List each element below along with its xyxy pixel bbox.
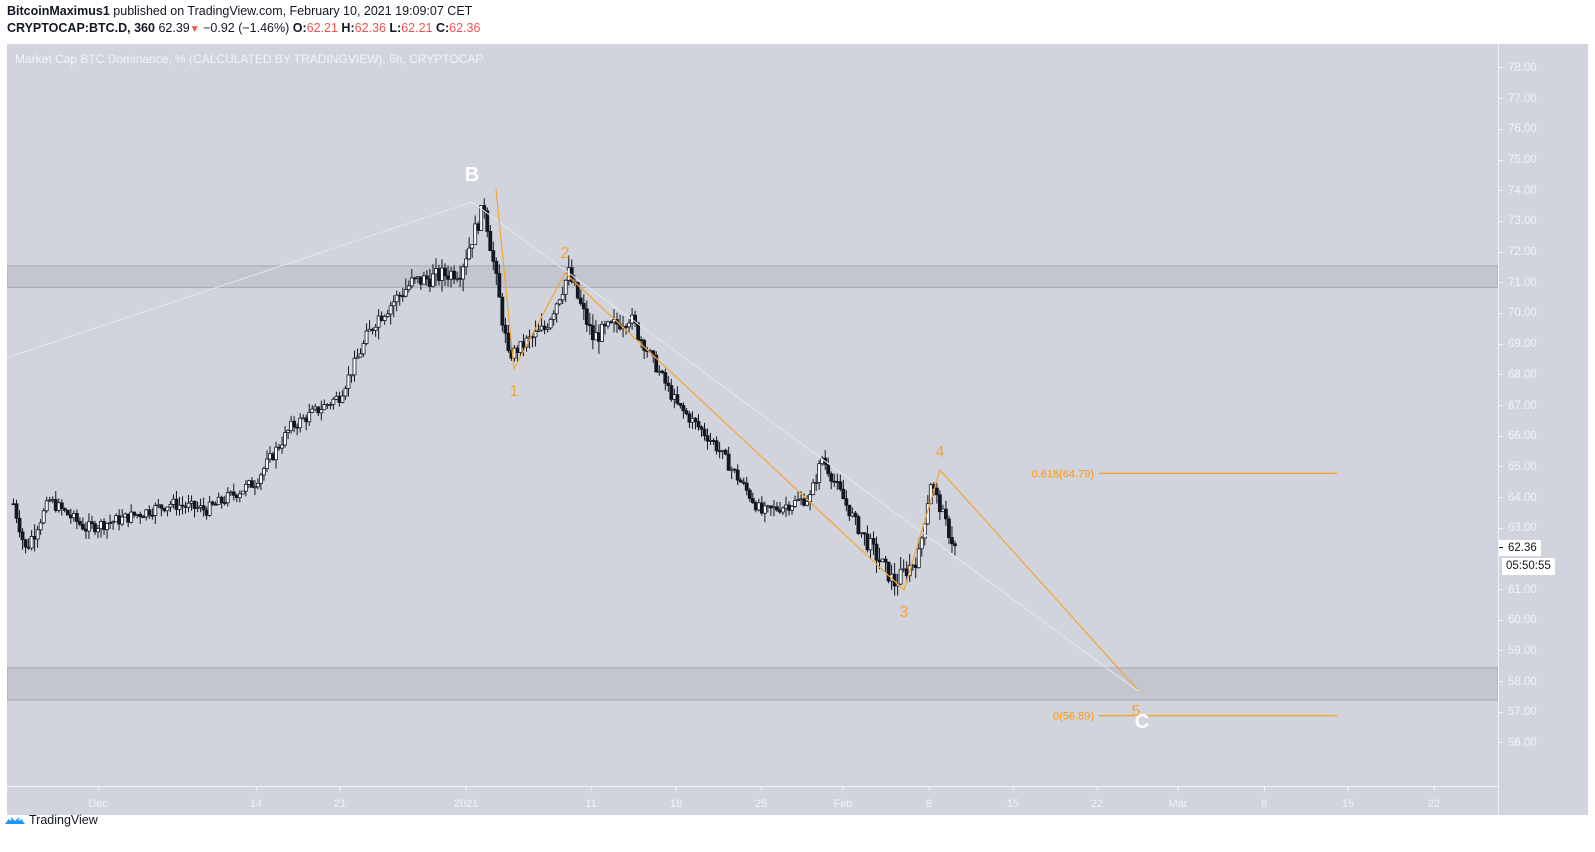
price-tick: 76.00	[1499, 122, 1537, 136]
price-tick: 61.00	[1499, 583, 1537, 597]
time-tick: 15	[1341, 787, 1355, 810]
time-tick: Feb	[833, 787, 853, 810]
open-value: 62.21	[306, 21, 338, 35]
price-tick: 74.00	[1499, 184, 1537, 198]
price-tick: 56.00	[1499, 736, 1537, 750]
time-tick: 11	[585, 787, 597, 810]
low-label: L:	[389, 21, 402, 35]
close-label: C:	[435, 21, 450, 35]
time-tick: 8	[925, 787, 933, 810]
time-tick: 22	[1090, 787, 1104, 810]
price-tick: 60.00	[1499, 613, 1537, 627]
fib-label: 0.618(64.79)	[1032, 468, 1094, 480]
price-tick: 72.00	[1499, 245, 1537, 259]
price-tick: 63.00	[1499, 521, 1537, 535]
fib-label: 0(56.89)	[1053, 711, 1094, 723]
last-price-label: 62.36	[1499, 539, 1541, 556]
price-tick: 64.00	[1499, 491, 1537, 505]
chart-title: Market Cap BTC Dominance, % (CALCULATED …	[15, 52, 484, 66]
price-tick: 57.00	[1499, 705, 1537, 719]
high-label: H:	[341, 21, 355, 35]
time-tick: Mar	[1168, 787, 1188, 810]
time-tick: 2021	[453, 787, 479, 810]
time-tick: 18	[669, 787, 683, 810]
wave-label-2: 2	[561, 245, 570, 262]
time-tick: 8	[1260, 787, 1268, 810]
time-tick: 14	[249, 787, 263, 810]
wave-label-4: 4	[936, 444, 945, 461]
candlestick-chart[interactable]: 0.618(64.79) 0(56.89) B 1 2 3 4 5C	[7, 44, 1498, 786]
price-tick: 68.00	[1499, 368, 1537, 382]
impulse-wave-path	[495, 188, 1138, 690]
last-value: 62.39	[158, 21, 190, 35]
price-tick: 70.00	[1499, 306, 1537, 320]
close-value: 62.36	[449, 21, 481, 35]
time-tick: 15	[1006, 787, 1020, 810]
resistance-zone	[7, 265, 1498, 288]
candles	[11, 198, 957, 596]
wave-label-5: 5	[1132, 703, 1141, 720]
price-tick: 65.00	[1499, 460, 1537, 474]
plot-area[interactable]: 0.618(64.79) 0(56.89) B 1 2 3 4 5 C Market Cap B…	[7, 44, 1498, 786]
price-tick: 73.00	[1499, 214, 1537, 228]
price-tick: 78.00	[1499, 61, 1537, 75]
publish-text: published on TradingView.com, February 1…	[109, 4, 473, 18]
time-tick: 25	[754, 787, 768, 810]
wave-label-C: C	[1135, 711, 1149, 733]
time-tick: Dec	[88, 787, 108, 810]
price-tick: 69.00	[1499, 337, 1537, 351]
price-tick: 67.00	[1499, 399, 1537, 413]
wave-label-B: B	[465, 164, 479, 186]
price-axis[interactable]: 78.00 77.00 76.00 75.00 74.00 73.00 72.00 71.00…	[1498, 44, 1588, 815]
price-tick: 58.00	[1499, 675, 1537, 689]
tradingview-logo[interactable]: TradingView	[4, 810, 98, 830]
open-label: O:	[292, 21, 307, 35]
price-tick: 77.00	[1499, 92, 1537, 106]
price-tick: 75.00	[1499, 153, 1537, 167]
footer-brand: TradingView	[29, 813, 98, 827]
wave-label-3: 3	[900, 604, 909, 621]
price-tick: 59.00	[1499, 644, 1537, 658]
time-tick: 21	[333, 787, 347, 810]
price-tick: 71.00	[1499, 276, 1537, 290]
low-value: 62.21	[401, 21, 433, 35]
author-name[interactable]: BitcoinMaximus1	[7, 4, 110, 18]
wave-label-1: 1	[510, 383, 519, 400]
publish-info: BitcoinMaximus1 published on TradingView…	[7, 4, 472, 18]
high-value: 62.36	[354, 21, 386, 35]
bar-countdown: 05:50:55	[1502, 557, 1555, 575]
price-tick: 66.00	[1499, 429, 1537, 443]
tradingview-logo-icon	[5, 815, 25, 824]
symbol-info: CRYPTOCAP:BTC.D, 360 62.39▼ −0.92 (−1.46…	[7, 21, 480, 35]
change-value: −0.92 (−1.46%)	[203, 21, 290, 35]
down-arrow-icon: ▼	[189, 24, 200, 35]
symbol-label: CRYPTOCAP:BTC.D, 360	[7, 21, 155, 35]
time-tick: 22	[1427, 787, 1441, 810]
support-zone	[7, 667, 1498, 701]
abc-trend-line	[7, 201, 1139, 692]
time-axis[interactable]: Dec 14 21 2021 11 18 25 Feb 8 15 22 Mar 8 15 22	[7, 786, 1498, 815]
chart-panel[interactable]: 0.618(64.79) 0(56.89) B 1 2 3 4 5 C Market Cap B…	[7, 44, 1588, 815]
